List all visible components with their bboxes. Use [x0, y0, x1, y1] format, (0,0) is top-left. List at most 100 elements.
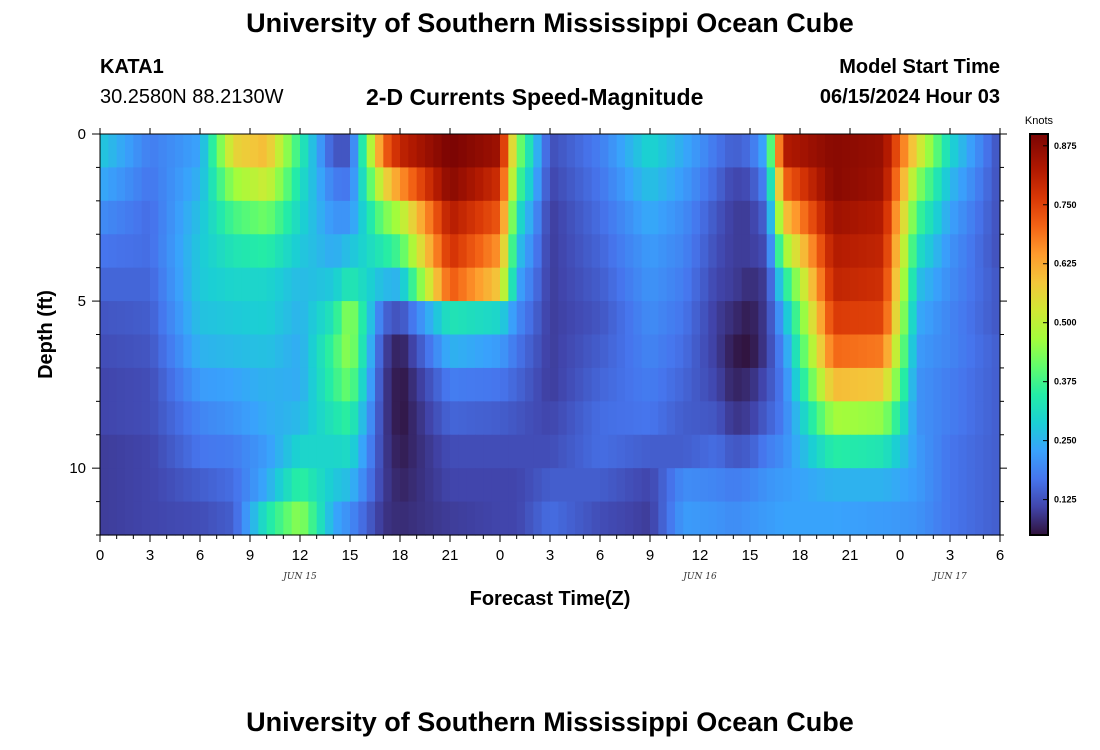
heat-cell — [783, 401, 793, 436]
heat-cell — [166, 367, 176, 402]
heat-cell — [733, 501, 743, 536]
heat-cell — [100, 367, 109, 402]
heat-cell — [791, 167, 801, 202]
heat-cell — [550, 334, 559, 369]
heat-cell — [191, 434, 201, 469]
heat-cell — [550, 401, 559, 436]
heat-cell — [775, 267, 784, 302]
heat-cell — [208, 200, 218, 235]
heat-cell — [916, 167, 926, 202]
heat-cell — [616, 301, 626, 336]
heat-cell — [133, 401, 143, 436]
heat-cell — [225, 134, 234, 169]
colorbar-tick-label: 0.250 — [1054, 436, 1077, 446]
heat-cell — [825, 267, 834, 302]
heat-cell — [991, 267, 1001, 302]
heat-cell — [291, 301, 301, 336]
heat-cell — [941, 367, 951, 402]
heat-cell — [400, 501, 409, 536]
heat-cell — [941, 501, 951, 536]
heat-cell — [208, 134, 218, 169]
heat-cell — [750, 301, 759, 336]
heat-cell — [475, 434, 484, 469]
heat-cell — [850, 267, 859, 302]
heat-cell — [625, 167, 634, 202]
heat-cell — [483, 401, 493, 436]
heat-cell — [816, 200, 826, 235]
heat-cell — [833, 401, 843, 436]
heat-cell — [216, 234, 226, 269]
heat-cell — [141, 234, 151, 269]
heat-cell — [325, 401, 334, 436]
heat-cell — [216, 401, 226, 436]
heat-cell — [858, 334, 868, 369]
heat-cell — [225, 434, 234, 469]
heat-cell — [725, 367, 734, 402]
heat-cell — [866, 267, 876, 302]
heat-cell — [375, 334, 384, 369]
heat-cell — [508, 234, 518, 269]
heat-cell — [325, 200, 334, 235]
heat-cell — [591, 301, 601, 336]
heat-cell — [208, 401, 218, 436]
heat-cell — [216, 367, 226, 402]
heat-cell — [325, 134, 334, 169]
heat-cell — [200, 367, 209, 402]
heat-cell — [616, 468, 626, 503]
heat-cell — [233, 501, 243, 536]
heat-cell — [500, 301, 509, 336]
heat-cell — [816, 234, 826, 269]
heat-cell — [525, 301, 534, 336]
heat-cell — [658, 401, 668, 436]
heat-cell — [400, 234, 409, 269]
heat-cell — [991, 200, 1001, 235]
heat-cell — [366, 200, 376, 235]
heat-cell — [508, 200, 518, 235]
heat-cell — [433, 301, 443, 336]
heat-cell — [391, 234, 401, 269]
heat-cell — [700, 468, 709, 503]
heat-cell — [600, 234, 609, 269]
heat-cell — [508, 267, 518, 302]
heat-cell — [233, 334, 243, 369]
heat-cell — [708, 468, 718, 503]
heat-cell — [391, 434, 401, 469]
heat-cell — [100, 234, 109, 269]
heat-cell — [325, 468, 334, 503]
heat-cell — [425, 200, 434, 235]
heat-cell — [183, 267, 193, 302]
heat-cell — [700, 367, 709, 402]
heat-cell — [375, 468, 384, 503]
heat-cell — [508, 501, 518, 536]
heat-cell — [941, 468, 951, 503]
heat-cell — [250, 267, 259, 302]
heat-cell — [200, 434, 209, 469]
heat-cell — [675, 267, 684, 302]
heat-cell — [941, 200, 951, 235]
heat-cell — [616, 501, 626, 536]
heat-cell — [958, 234, 968, 269]
heat-cell — [158, 167, 168, 202]
heat-cell — [450, 267, 459, 302]
heat-cell — [508, 367, 518, 402]
heat-cell — [775, 167, 784, 202]
heat-cell — [108, 468, 118, 503]
heat-cell — [300, 468, 309, 503]
heat-cell — [575, 234, 584, 269]
heat-cell — [425, 501, 434, 536]
heat-cell — [741, 367, 751, 402]
heat-cell — [625, 234, 634, 269]
heat-cell — [466, 301, 476, 336]
heat-cell — [408, 334, 418, 369]
heat-cell — [166, 468, 176, 503]
heat-cell — [633, 301, 643, 336]
heat-cell — [466, 134, 476, 169]
heat-cell — [983, 301, 993, 336]
heat-cell — [775, 501, 784, 536]
heat-cell — [741, 501, 751, 536]
heat-cell — [350, 234, 359, 269]
heat-cell — [791, 234, 801, 269]
heat-cell — [291, 434, 301, 469]
heat-cell — [783, 468, 793, 503]
heat-cell — [908, 134, 918, 169]
